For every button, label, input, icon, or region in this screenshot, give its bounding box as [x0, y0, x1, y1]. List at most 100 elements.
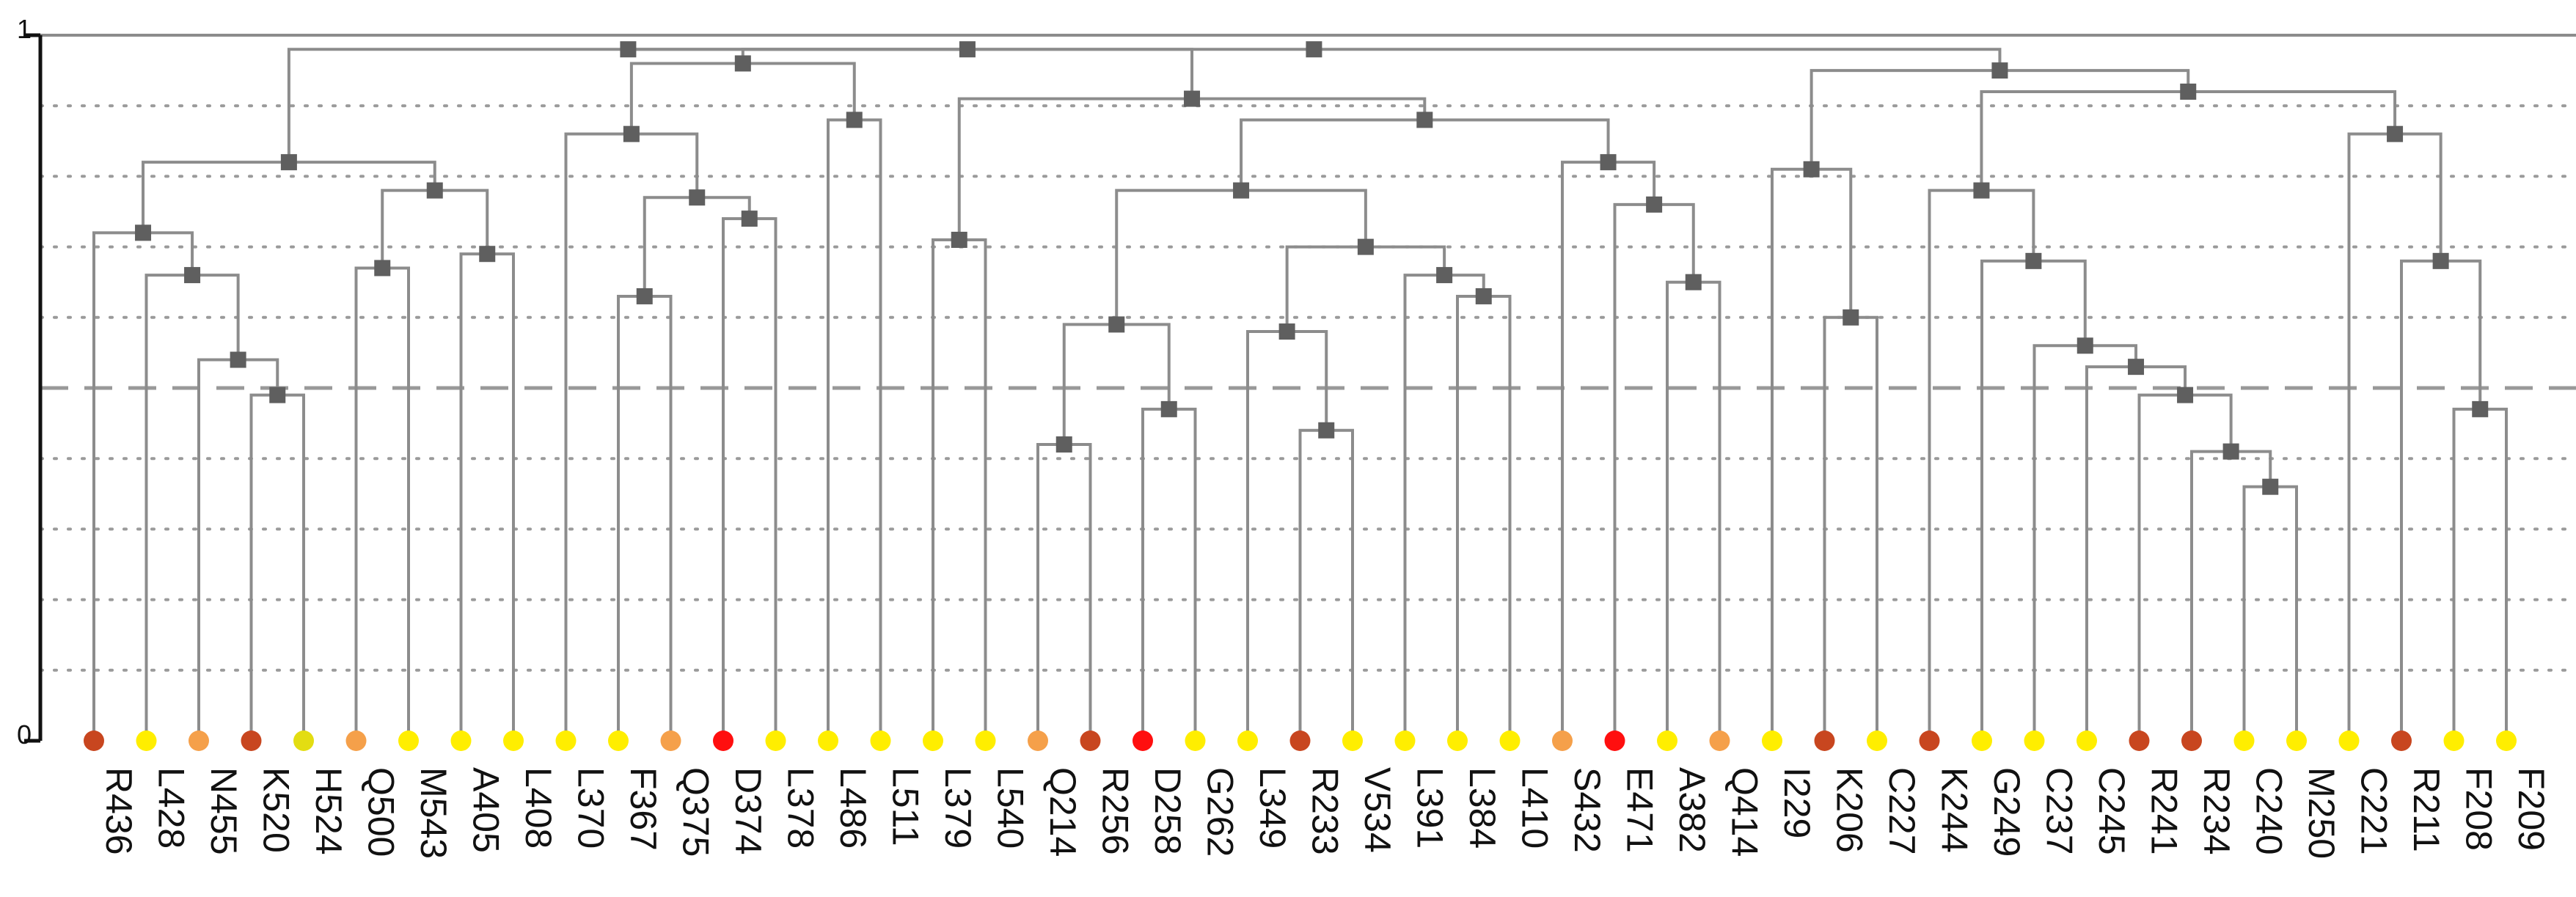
branch-n9: [617, 294, 673, 741]
leaf-marker-c221: [2338, 731, 2360, 751]
leaf-marker-s432: [1552, 731, 1573, 751]
merge-node-n45: [1991, 62, 2008, 79]
merge-node-n8: [280, 154, 297, 171]
branch-n45: [1810, 69, 2190, 169]
leaf-label-m250: M250: [2301, 767, 2342, 859]
leaf-label-f367: F367: [623, 767, 664, 851]
leaf-marker-c237: [2024, 731, 2045, 751]
leaf-marker-r256: [1080, 731, 1101, 751]
merge-node-n9: [636, 288, 653, 304]
leaf-label-k206: K206: [1829, 767, 1870, 853]
leaf-label-d258: D258: [1147, 767, 1188, 855]
merge-node-n23: [1357, 238, 1374, 255]
branch-n38: [2032, 344, 2138, 741]
merge-node-n39: [2025, 252, 2042, 269]
branch-n28: [1240, 118, 1610, 191]
leaf-label-c240: C240: [2249, 767, 2290, 855]
merge-node-n10: [741, 210, 758, 227]
leaf-marker-e471: [1604, 731, 1625, 751]
leaf-marker-g249: [1972, 731, 1992, 751]
leaf-marker-a382: [1657, 731, 1677, 751]
leaf-label-l428: L428: [151, 767, 192, 849]
leaf-label-q214: Q214: [1042, 767, 1083, 857]
branch-n43: [2347, 132, 2443, 741]
leaf-marker-f209: [2496, 731, 2517, 751]
merge-node-n35: [2222, 443, 2239, 460]
branch-n33: [1771, 167, 1853, 741]
merge-node-n46: [1306, 41, 1322, 58]
leaf-marker-l384: [1447, 731, 1468, 751]
leaf-label-c245: C245: [2091, 767, 2132, 855]
leaf-marker-l511: [870, 731, 891, 751]
merge-node-n17: [1160, 400, 1177, 417]
merge-node-n36: [2177, 387, 2194, 403]
branch-n34: [2242, 485, 2298, 741]
leaf-marker-d258: [1133, 731, 1153, 751]
dendrogram-nodes: [135, 41, 2489, 495]
merge-node-n38: [2076, 337, 2093, 354]
leaf-marker-r211: [2391, 731, 2412, 751]
branch-n6: [459, 252, 515, 741]
merge-node-n26: [1646, 196, 1663, 213]
merge-node-n43: [2387, 125, 2404, 142]
merge-node-n25: [1685, 274, 1702, 290]
leaf-label-l540: L540: [990, 767, 1031, 849]
leaf-label-g249: G249: [1986, 767, 2027, 857]
leaf-marker-r233: [1289, 731, 1311, 751]
merge-node-n21: [1475, 288, 1492, 304]
branch-n12: [564, 132, 699, 741]
leaf-label-c227: C227: [1881, 767, 1922, 855]
branch-n16: [1036, 442, 1092, 741]
merge-node-n11: [689, 189, 706, 206]
leaf-label-q375: Q375: [676, 767, 717, 857]
branch-n35: [2190, 450, 2272, 741]
merge-node-n20: [1278, 323, 1295, 340]
leaf-labels: R436 L428 N455 K520 H524 Q500 M543 A405 L408 L370…: [98, 767, 2552, 859]
merge-node-n29: [1184, 90, 1201, 107]
leaf-marker-r241: [2129, 731, 2150, 751]
merge-node-n40: [1973, 182, 1990, 199]
leaf-label-l486: L486: [833, 767, 874, 849]
merge-node-n42: [2432, 252, 2449, 269]
leaf-marker-l370: [555, 731, 577, 751]
leaf-marker-l410: [1499, 731, 1521, 751]
leaf-label-a405: A405: [466, 767, 507, 853]
leaf-label-r233: R233: [1305, 767, 1346, 855]
branch-n36: [2137, 393, 2233, 741]
gridlines: [39, 34, 2576, 672]
merge-node-n14: [734, 55, 751, 72]
branch-n8: [142, 161, 436, 233]
branch-n7: [381, 188, 489, 268]
leaf-label-n455: N455: [203, 767, 244, 855]
branch-n24: [1115, 188, 1367, 325]
merge-node-n28: [1416, 111, 1433, 128]
leaf-label-r234: R234: [2196, 767, 2237, 855]
leaf-label-h524: H524: [308, 767, 349, 855]
branch-n42: [2400, 259, 2482, 741]
leaf-marker-m250: [2286, 731, 2307, 751]
leaf-marker-q500: [345, 731, 367, 751]
branch-n13: [827, 118, 882, 741]
leaf-marker-k244: [1919, 731, 1940, 751]
merge-node-n31: [620, 41, 637, 58]
leaf-label-k520: K520: [256, 767, 297, 853]
merge-node-n27: [1600, 154, 1617, 171]
leaf-marker-c245: [2076, 731, 2097, 751]
merge-node-n15: [951, 231, 967, 248]
leaf-marker-q375: [660, 731, 681, 751]
leaf-label-c237: C237: [2039, 767, 2080, 855]
leaf-label-r256: R256: [1095, 767, 1136, 855]
branch-n1: [249, 393, 305, 741]
leaf-marker-c240: [2233, 731, 2255, 751]
leaf-label-l378: L378: [780, 767, 822, 849]
leaf-label-l384: L384: [1462, 767, 1503, 849]
leaf-label-l410: L410: [1515, 767, 1556, 849]
leaf-marker-l349: [1237, 731, 1258, 751]
leaf-label-v534: V534: [1357, 767, 1398, 853]
leaf-marker-v534: [1342, 731, 1363, 751]
leaf-label-e471: E471: [1620, 767, 1661, 853]
merge-node-n33: [1803, 161, 1820, 177]
leaf-marker-m543: [398, 731, 419, 751]
